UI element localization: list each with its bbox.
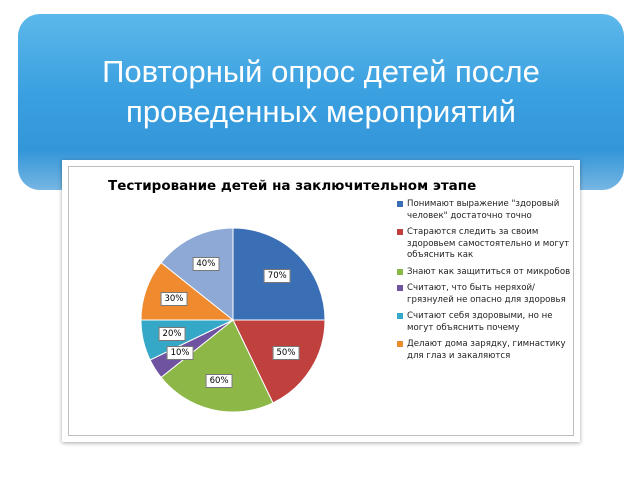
legend-label: Считают себя здоровыми, но не могут объя…: [407, 311, 553, 333]
legend-label: Понимают выражение "здоровый человек" до…: [407, 199, 560, 221]
slide-title: Повторный опрос детей после проведенных …: [102, 54, 540, 129]
legend-label: Делают дома зарядку, гимнастику для глаз…: [407, 339, 566, 361]
legend-item: Считают себя здоровыми, но не могут объя…: [397, 311, 575, 334]
slice-data-label: 10%: [166, 346, 194, 361]
legend-swatch: [397, 229, 403, 235]
legend-swatch: [397, 341, 403, 347]
legend-item: Знают как защититься от микробов: [397, 267, 575, 279]
legend: Понимают выражение "здоровый человек" до…: [397, 199, 575, 367]
legend-label: Знают как защититься от микробов: [407, 266, 571, 277]
slice-data-label: 30%: [160, 292, 188, 307]
slice-data-label: 70%: [263, 268, 291, 283]
chart-title: Тестирование детей на заключительном эта…: [108, 178, 477, 194]
legend-swatch: [397, 201, 403, 207]
legend-swatch: [397, 313, 403, 319]
pie-slice: [160, 319, 274, 413]
slice-data-label: 60%: [205, 373, 233, 388]
slice-data-label: 40%: [192, 256, 220, 271]
slice-data-label: 20%: [158, 326, 186, 341]
legend-item: Стараются следить за своим здоровьем сам…: [397, 227, 575, 262]
legend-label: Считают, что быть неряхой/грязнулей не о…: [407, 283, 566, 305]
legend-swatch: [397, 285, 403, 291]
pie-slice: [232, 319, 326, 404]
legend-swatch: [397, 268, 403, 275]
slice-data-label: 50%: [272, 346, 300, 361]
legend-label: Стараются следить за своим здоровьем сам…: [407, 227, 570, 260]
legend-item: Понимают выражение "здоровый человек" до…: [397, 199, 575, 222]
pie-slice: [160, 227, 234, 322]
legend-item: Считают, что быть неряхой/грязнулей не о…: [397, 283, 575, 306]
legend-item: Делают дома зарядку, гимнастику для глаз…: [397, 339, 575, 362]
